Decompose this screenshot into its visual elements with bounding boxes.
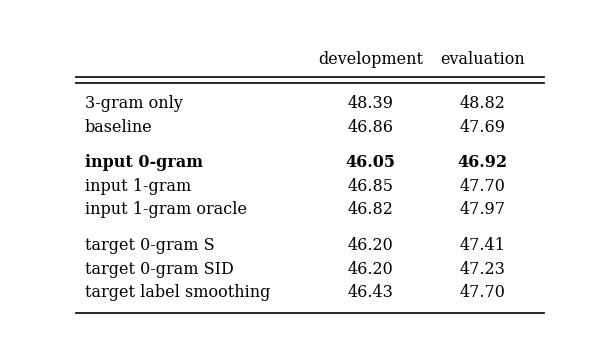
Text: 46.92: 46.92	[458, 154, 508, 171]
Text: input 1-gram oracle: input 1-gram oracle	[85, 201, 247, 218]
Text: 47.70: 47.70	[460, 178, 506, 195]
Text: target label smoothing: target label smoothing	[85, 284, 270, 301]
Text: 47.97: 47.97	[460, 201, 506, 218]
Text: baseline: baseline	[85, 118, 153, 136]
Text: 46.20: 46.20	[347, 261, 393, 277]
Text: input 1-gram: input 1-gram	[85, 178, 191, 195]
Text: 46.85: 46.85	[347, 178, 393, 195]
Text: 3-gram only: 3-gram only	[85, 95, 183, 112]
Text: 47.23: 47.23	[460, 261, 506, 277]
Text: 46.05: 46.05	[345, 154, 396, 171]
Text: 46.43: 46.43	[347, 284, 393, 301]
Text: evaluation: evaluation	[440, 51, 525, 68]
Text: 47.70: 47.70	[460, 284, 506, 301]
Text: 46.20: 46.20	[347, 237, 393, 254]
Text: input 0-gram: input 0-gram	[85, 154, 203, 171]
Text: target 0-gram SID: target 0-gram SID	[85, 261, 234, 277]
Text: target 0-gram S: target 0-gram S	[85, 237, 214, 254]
Text: development: development	[318, 51, 423, 68]
Text: 48.39: 48.39	[347, 95, 393, 112]
Text: 46.86: 46.86	[347, 118, 393, 136]
Text: 48.82: 48.82	[460, 95, 506, 112]
Text: 46.82: 46.82	[347, 201, 393, 218]
Text: 47.69: 47.69	[460, 118, 506, 136]
Text: 47.41: 47.41	[460, 237, 506, 254]
